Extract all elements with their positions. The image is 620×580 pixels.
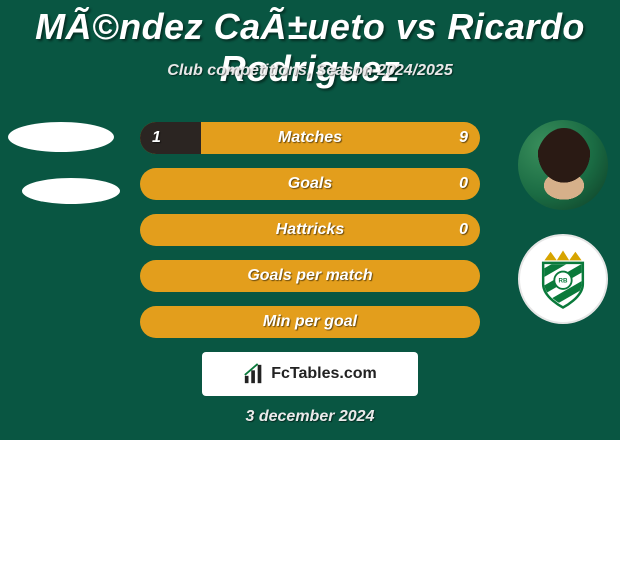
betis-crest-icon: RB xyxy=(530,246,596,312)
fctables-text: FcTables.com xyxy=(271,365,377,383)
bar-chart-icon xyxy=(243,363,265,385)
left-player-photo-placeholder xyxy=(8,122,114,152)
stat-bar-goals: Goals 0 xyxy=(140,168,480,200)
fctables-badge[interactable]: FcTables.com xyxy=(202,352,418,396)
left-club-crest-placeholder xyxy=(22,178,120,204)
bar-label: Goals per match xyxy=(140,260,480,292)
stat-bar-min-per-goal: Min per goal xyxy=(140,306,480,338)
comparison-card: MÃ©ndez CaÃ±ueto vs Ricardo Rodriguez Cl… xyxy=(0,0,620,440)
right-club-avatar: RB xyxy=(518,234,608,324)
stat-bar-goals-per-match: Goals per match xyxy=(140,260,480,292)
bar-right-value: 0 xyxy=(459,168,468,200)
subtitle: Club competitions, Season 2024/2025 xyxy=(0,62,620,80)
stat-bar-hattricks: Hattricks 0 xyxy=(140,214,480,246)
bar-label: Min per goal xyxy=(140,306,480,338)
stat-bar-matches: 1 Matches 9 xyxy=(140,122,480,154)
bar-right-value: 0 xyxy=(459,214,468,246)
svg-text:RB: RB xyxy=(559,278,568,285)
bar-label: Matches xyxy=(140,122,480,154)
bar-label: Goals xyxy=(140,168,480,200)
bar-right-value: 9 xyxy=(459,122,468,154)
stat-bars: 1 Matches 9 Goals 0 Hattricks 0 Goals pe… xyxy=(140,122,480,338)
comparison-date: 3 december 2024 xyxy=(0,408,620,426)
bar-label: Hattricks xyxy=(140,214,480,246)
right-player-avatar xyxy=(518,120,608,210)
